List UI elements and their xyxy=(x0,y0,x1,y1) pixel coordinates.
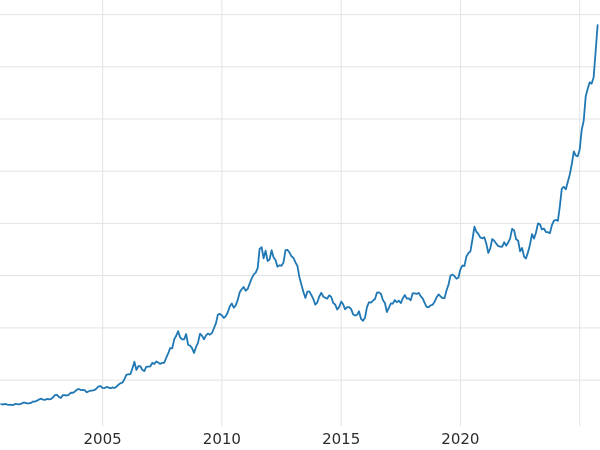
x-tick-label: 2010 xyxy=(203,430,241,448)
x-tick-label: 2015 xyxy=(322,430,360,448)
x-tick-label: 2005 xyxy=(84,430,122,448)
x-tick-label: 2020 xyxy=(441,430,479,448)
price-line xyxy=(0,24,599,407)
